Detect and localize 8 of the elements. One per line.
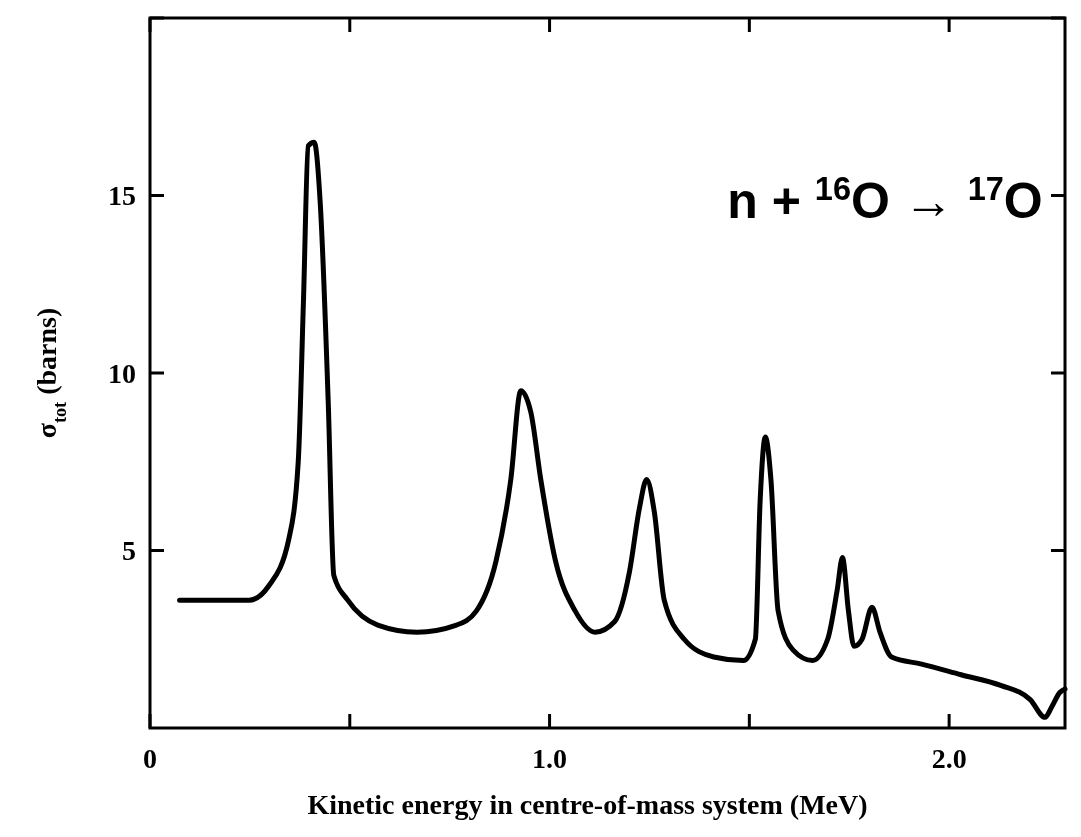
y-tick-label: 10 — [108, 357, 136, 389]
x-axis-title: Kinetic energy in centre-of-mass system (MeV) — [307, 789, 868, 820]
x-tick-label: 2.0 — [931, 743, 967, 774]
annotation: n + $^{16}$O → $^{17}$O — [727, 171, 1043, 229]
x-tick-label: 1.0 — [532, 743, 568, 774]
y-tick-label: 15 — [108, 180, 136, 212]
y-tick-label: 5 — [122, 535, 136, 567]
x-tick-label: 0 — [143, 743, 157, 774]
